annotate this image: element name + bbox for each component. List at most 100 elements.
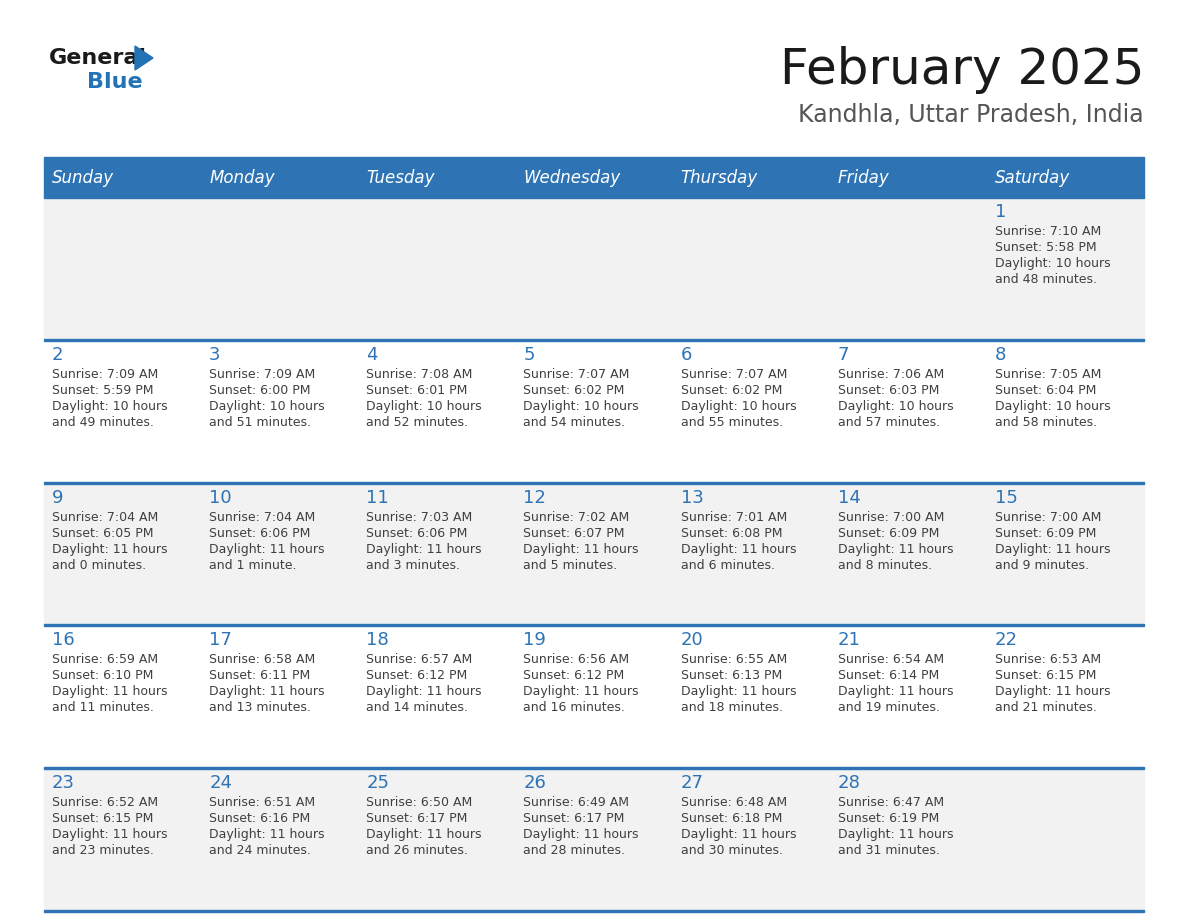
Text: Sunrise: 6:50 AM: Sunrise: 6:50 AM	[366, 796, 473, 809]
Bar	[44, 157, 1144, 160]
Text: 19: 19	[524, 632, 546, 649]
Text: 16: 16	[52, 632, 75, 649]
Text: 6: 6	[681, 346, 691, 364]
Bar	[44, 767, 1144, 910]
Text: and 13 minutes.: and 13 minutes.	[209, 701, 311, 714]
Text: Sunset: 6:15 PM: Sunset: 6:15 PM	[52, 812, 153, 825]
Text: Daylight: 10 hours: Daylight: 10 hours	[524, 400, 639, 413]
Text: 1: 1	[994, 203, 1006, 221]
Text: and 6 minutes.: and 6 minutes.	[681, 558, 775, 572]
Text: 22: 22	[994, 632, 1018, 649]
Text: 7: 7	[838, 346, 849, 364]
Text: Sunrise: 7:01 AM: Sunrise: 7:01 AM	[681, 510, 786, 523]
Text: Sunrise: 7:05 AM: Sunrise: 7:05 AM	[994, 368, 1101, 381]
Text: February 2025: February 2025	[779, 46, 1144, 94]
Text: and 3 minutes.: and 3 minutes.	[366, 558, 460, 572]
Text: Sunset: 6:08 PM: Sunset: 6:08 PM	[681, 527, 782, 540]
Text: Sunrise: 6:52 AM: Sunrise: 6:52 AM	[52, 796, 158, 809]
Text: Sunset: 6:09 PM: Sunset: 6:09 PM	[994, 527, 1097, 540]
Text: General: General	[49, 48, 147, 68]
Text: Sunset: 6:00 PM: Sunset: 6:00 PM	[209, 384, 310, 397]
Text: 27: 27	[681, 774, 703, 792]
Text: Sunset: 6:14 PM: Sunset: 6:14 PM	[838, 669, 939, 682]
Text: Sunrise: 7:00 AM: Sunrise: 7:00 AM	[994, 510, 1101, 523]
Text: and 31 minutes.: and 31 minutes.	[838, 845, 940, 857]
Text: and 54 minutes.: and 54 minutes.	[524, 416, 625, 429]
Text: Sunset: 5:59 PM: Sunset: 5:59 PM	[52, 384, 153, 397]
Text: and 9 minutes.: and 9 minutes.	[994, 558, 1089, 572]
Text: Saturday: Saturday	[994, 169, 1070, 187]
Text: Daylight: 11 hours: Daylight: 11 hours	[366, 828, 482, 841]
Text: 12: 12	[524, 488, 546, 507]
Text: Sunset: 6:16 PM: Sunset: 6:16 PM	[209, 812, 310, 825]
Bar	[44, 767, 1144, 769]
Bar	[44, 196, 1144, 339]
Text: Sunrise: 6:58 AM: Sunrise: 6:58 AM	[209, 654, 315, 666]
Text: Sunrise: 6:53 AM: Sunrise: 6:53 AM	[994, 654, 1101, 666]
Text: and 14 minutes.: and 14 minutes.	[366, 701, 468, 714]
Text: Sunrise: 7:02 AM: Sunrise: 7:02 AM	[524, 510, 630, 523]
Text: Daylight: 11 hours: Daylight: 11 hours	[681, 828, 796, 841]
Text: Daylight: 11 hours: Daylight: 11 hours	[52, 543, 168, 555]
Text: Sunset: 6:11 PM: Sunset: 6:11 PM	[209, 669, 310, 682]
Text: Sunrise: 7:09 AM: Sunrise: 7:09 AM	[52, 368, 158, 381]
Text: Sunset: 6:09 PM: Sunset: 6:09 PM	[838, 527, 939, 540]
Bar	[44, 482, 1144, 484]
Text: and 24 minutes.: and 24 minutes.	[209, 845, 311, 857]
Text: 23: 23	[52, 774, 75, 792]
Text: Daylight: 10 hours: Daylight: 10 hours	[838, 400, 953, 413]
Text: Sunrise: 7:06 AM: Sunrise: 7:06 AM	[838, 368, 944, 381]
Text: Daylight: 11 hours: Daylight: 11 hours	[52, 686, 168, 699]
Text: Sunday: Sunday	[52, 169, 114, 187]
Text: Sunrise: 7:10 AM: Sunrise: 7:10 AM	[994, 225, 1101, 238]
Text: Sunset: 6:03 PM: Sunset: 6:03 PM	[838, 384, 939, 397]
Text: and 5 minutes.: and 5 minutes.	[524, 558, 618, 572]
Text: and 48 minutes.: and 48 minutes.	[994, 273, 1097, 286]
Text: Daylight: 10 hours: Daylight: 10 hours	[994, 257, 1111, 270]
Text: and 30 minutes.: and 30 minutes.	[681, 845, 783, 857]
Text: Sunset: 6:12 PM: Sunset: 6:12 PM	[524, 669, 625, 682]
Text: 21: 21	[838, 632, 860, 649]
Text: Daylight: 10 hours: Daylight: 10 hours	[681, 400, 796, 413]
Text: Daylight: 11 hours: Daylight: 11 hours	[524, 543, 639, 555]
Text: Sunset: 6:04 PM: Sunset: 6:04 PM	[994, 384, 1097, 397]
Text: Daylight: 11 hours: Daylight: 11 hours	[681, 543, 796, 555]
Text: Sunset: 6:15 PM: Sunset: 6:15 PM	[994, 669, 1097, 682]
Text: Daylight: 11 hours: Daylight: 11 hours	[838, 686, 953, 699]
Text: 20: 20	[681, 632, 703, 649]
Bar	[44, 624, 1144, 767]
Text: 28: 28	[838, 774, 860, 792]
Text: Sunset: 6:19 PM: Sunset: 6:19 PM	[838, 812, 939, 825]
Text: Sunrise: 6:51 AM: Sunrise: 6:51 AM	[209, 796, 315, 809]
Text: Sunset: 5:58 PM: Sunset: 5:58 PM	[994, 241, 1097, 254]
Text: Sunrise: 7:07 AM: Sunrise: 7:07 AM	[681, 368, 786, 381]
Bar	[44, 160, 1144, 196]
Text: Daylight: 11 hours: Daylight: 11 hours	[838, 828, 953, 841]
Text: and 26 minutes.: and 26 minutes.	[366, 845, 468, 857]
Text: Friday: Friday	[838, 169, 890, 187]
Text: Daylight: 11 hours: Daylight: 11 hours	[838, 543, 953, 555]
Text: and 55 minutes.: and 55 minutes.	[681, 416, 783, 429]
Text: and 57 minutes.: and 57 minutes.	[838, 416, 940, 429]
Bar	[44, 196, 1144, 198]
Text: Sunrise: 7:03 AM: Sunrise: 7:03 AM	[366, 510, 473, 523]
Text: Sunset: 6:17 PM: Sunset: 6:17 PM	[524, 812, 625, 825]
Text: and 1 minute.: and 1 minute.	[209, 558, 297, 572]
Text: Sunrise: 6:47 AM: Sunrise: 6:47 AM	[838, 796, 943, 809]
Text: Sunrise: 6:57 AM: Sunrise: 6:57 AM	[366, 654, 473, 666]
Text: and 11 minutes.: and 11 minutes.	[52, 701, 154, 714]
Text: Daylight: 11 hours: Daylight: 11 hours	[994, 543, 1111, 555]
Text: 8: 8	[994, 346, 1006, 364]
Text: Sunrise: 7:04 AM: Sunrise: 7:04 AM	[209, 510, 315, 523]
Text: Monday: Monday	[209, 169, 274, 187]
Text: Sunset: 6:10 PM: Sunset: 6:10 PM	[52, 669, 153, 682]
Bar	[44, 339, 1144, 482]
Text: Daylight: 11 hours: Daylight: 11 hours	[524, 828, 639, 841]
Text: and 0 minutes.: and 0 minutes.	[52, 558, 146, 572]
Text: Sunset: 6:02 PM: Sunset: 6:02 PM	[681, 384, 782, 397]
Text: and 58 minutes.: and 58 minutes.	[994, 416, 1097, 429]
Bar	[44, 910, 1144, 912]
Text: Sunrise: 7:07 AM: Sunrise: 7:07 AM	[524, 368, 630, 381]
Text: 14: 14	[838, 488, 860, 507]
Text: 3: 3	[209, 346, 221, 364]
